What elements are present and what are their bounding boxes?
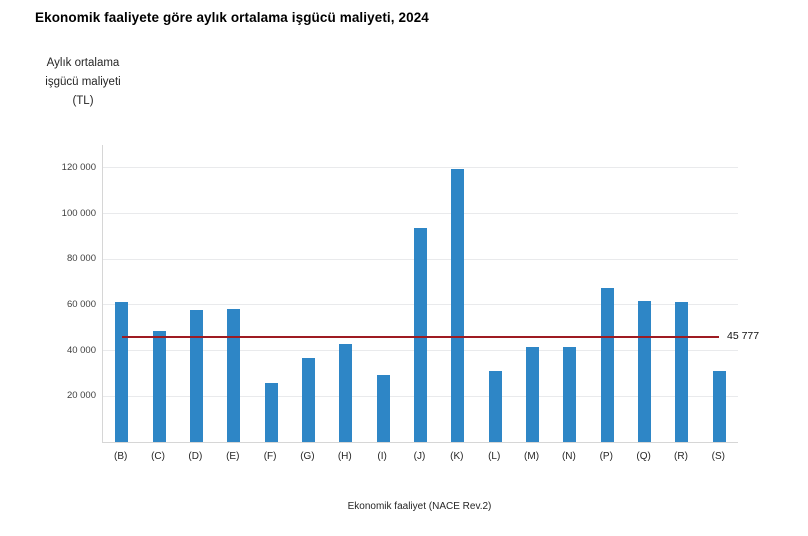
x-axis-tick-label: (I)	[377, 451, 387, 462]
y-axis-tick-label: 80 000	[66, 253, 96, 265]
x-axis-tick-label: (P)	[599, 451, 613, 462]
gridline	[103, 167, 738, 169]
bar-d	[189, 309, 203, 442]
x-axis-tick-label: (C)	[151, 451, 165, 462]
x-axis-tick-label: (H)	[337, 451, 352, 462]
bar-f	[264, 382, 278, 442]
plot-area	[102, 145, 738, 443]
x-axis-tick-label: (K)	[450, 451, 464, 462]
bar-i	[376, 374, 390, 442]
x-axis-tick-label: (L)	[488, 451, 501, 462]
bar-e	[227, 308, 241, 442]
y-axis-tick-label: 40 000	[66, 344, 96, 356]
bar-l	[488, 371, 502, 442]
bar-n	[563, 346, 577, 442]
x-axis-tick-label: (S)	[711, 451, 725, 462]
bar-q	[638, 300, 652, 442]
x-axis-tick-label: (G)	[300, 451, 315, 462]
average-reference-line	[121, 335, 720, 339]
y-axis-tick-label: 60 000	[66, 298, 96, 310]
x-axis-tick-label: (R)	[674, 451, 688, 462]
x-axis-tick-label: (E)	[226, 451, 240, 462]
bar-k	[451, 169, 465, 442]
average-line-label: 45 777	[727, 330, 760, 342]
x-axis-tick-label: (B)	[114, 451, 128, 462]
bar-s	[712, 370, 726, 442]
x-axis-title: Ekonomik faaliyet (NACE Rev.2)	[347, 501, 492, 512]
x-axis-tick-label: (M)	[524, 451, 540, 462]
bar-r	[675, 302, 689, 442]
gridline	[103, 213, 738, 215]
bar-p	[600, 288, 614, 442]
bar-b	[115, 301, 129, 442]
chart-title: Ekonomik faaliyete göre aylık ortalama i…	[35, 10, 429, 25]
y-axis-tick-label: 20 000	[66, 390, 96, 402]
y-axis-tick-label: 120 000	[61, 161, 96, 173]
y-axis-title-line-3: (TL)	[72, 95, 94, 107]
x-axis-tick-label: (N)	[561, 451, 576, 462]
x-axis-tick-label: (F)	[263, 451, 277, 462]
bar-m	[526, 346, 540, 442]
x-axis-tick-label: (J)	[413, 451, 426, 462]
x-axis-tick-label: (D)	[188, 451, 203, 462]
y-axis-title: Aylık ortalama işgücü maliyeti (TL)	[33, 54, 133, 111]
bar-g	[301, 358, 315, 442]
y-axis-title-line-2: işgücü maliyeti	[45, 76, 121, 88]
bar-j	[414, 227, 427, 442]
bar-c	[152, 331, 166, 442]
y-axis-tick-label: 100 000	[61, 207, 96, 219]
bar-h	[339, 344, 353, 442]
x-axis-tick-label: (Q)	[636, 451, 651, 462]
y-axis-title-line-1: Aylık ortalama	[46, 57, 120, 69]
